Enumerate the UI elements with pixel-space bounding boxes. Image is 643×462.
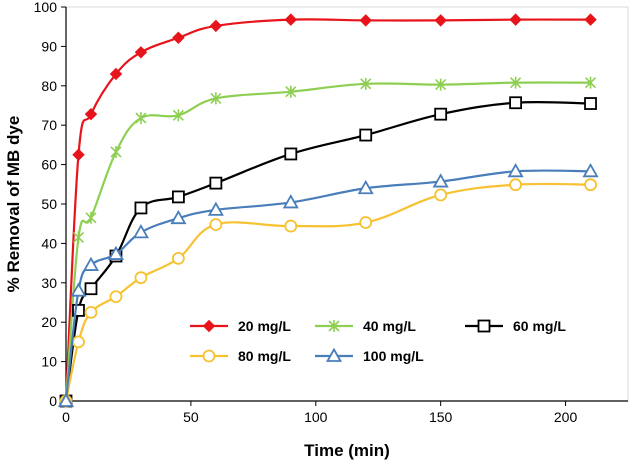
legend-marker (202, 319, 216, 333)
data-point (582, 162, 599, 178)
data-point (209, 19, 223, 33)
legend-item: 40 mg/L (315, 318, 416, 334)
y-tick-label: 60 (41, 157, 57, 173)
data-point (210, 92, 222, 105)
y-tick-label: 30 (41, 275, 57, 291)
x-tick-label: 50 (183, 409, 199, 425)
data-point (282, 194, 299, 209)
data-point (435, 78, 447, 91)
data-point (359, 128, 373, 142)
data-point (134, 201, 148, 215)
legend-marker (328, 320, 340, 332)
data-point (57, 392, 75, 407)
y-tick-label: 0 (49, 393, 57, 409)
legend-label: 20 mg/L (238, 318, 291, 334)
data-point (284, 219, 298, 233)
data-point (584, 97, 597, 110)
x-axis-title: Time (min) (304, 441, 390, 460)
legend-item: 80 mg/L (190, 348, 291, 364)
legend-item: 20 mg/L (190, 318, 291, 334)
data-point (171, 190, 185, 204)
data-point (359, 14, 372, 27)
data-point (107, 245, 124, 260)
data-point (434, 107, 448, 121)
series-100-mg-l (57, 162, 599, 407)
data-point (207, 201, 224, 216)
data-point (357, 179, 374, 195)
data-point (109, 67, 123, 81)
legend-marker (477, 319, 491, 333)
legend-label: 60 mg/L (513, 318, 566, 334)
data-point (109, 290, 123, 303)
data-point (509, 96, 523, 110)
data-point (507, 162, 524, 178)
data-point (70, 282, 87, 297)
y-axis-title: % Removal of MB dye (4, 116, 23, 293)
data-point (284, 13, 298, 26)
y-tick-label: 20 (41, 314, 57, 330)
legend-label: 100 mg/L (363, 348, 424, 364)
data-point (509, 13, 522, 26)
series-80-mg-l (59, 178, 597, 408)
y-tick-label: 90 (41, 38, 57, 54)
data-point (85, 211, 97, 224)
y-tick-label: 100 (34, 0, 58, 15)
data-point (510, 76, 522, 89)
x-tick-label: 0 (62, 409, 70, 425)
x-tick-label: 200 (554, 409, 578, 425)
data-point (509, 178, 522, 192)
x-tick-label: 150 (429, 409, 453, 425)
y-tick-label: 10 (41, 354, 57, 370)
series-20-mg-l (59, 13, 597, 408)
legend-label: 40 mg/L (363, 318, 416, 334)
data-point (434, 188, 448, 202)
legend-marker (325, 347, 343, 362)
data-point (84, 107, 98, 121)
y-tick-label: 80 (41, 78, 57, 94)
data-point (360, 77, 372, 90)
legend-item: 100 mg/L (315, 347, 424, 364)
data-point (72, 335, 85, 349)
data-point (72, 148, 85, 161)
legend-item: 60 mg/L (465, 318, 566, 334)
data-point (110, 145, 122, 158)
data-point (170, 209, 187, 225)
data-point (584, 13, 597, 26)
data-point (132, 224, 149, 239)
data-point (432, 173, 449, 188)
series-line (64, 182, 591, 402)
data-point (584, 76, 597, 89)
data-point (359, 216, 373, 229)
data-point (82, 256, 100, 271)
data-point (84, 305, 98, 319)
data-point (584, 178, 597, 192)
data-point (209, 176, 223, 190)
data-point (284, 147, 298, 161)
series-60-mg-l (59, 96, 597, 408)
legend-marker (202, 349, 216, 363)
y-tick-label: 40 (41, 235, 57, 251)
legend-label: 80 mg/L (238, 348, 291, 364)
data-point (172, 31, 185, 44)
y-tick-label: 70 (41, 117, 57, 133)
data-point (209, 218, 223, 231)
data-point (285, 85, 297, 98)
data-point (84, 282, 98, 296)
y-tick-label: 50 (41, 196, 57, 212)
plot-area-border (65, 6, 629, 402)
x-tick-label: 100 (304, 409, 328, 425)
data-point (171, 251, 185, 265)
data-point (172, 109, 184, 122)
data-point (72, 231, 85, 244)
series-line (64, 81, 591, 402)
data-point (434, 14, 447, 27)
data-point (72, 303, 85, 317)
data-point (135, 112, 147, 125)
data-point (134, 271, 148, 285)
data-point (134, 46, 148, 59)
series-40-mg-l (60, 76, 597, 407)
